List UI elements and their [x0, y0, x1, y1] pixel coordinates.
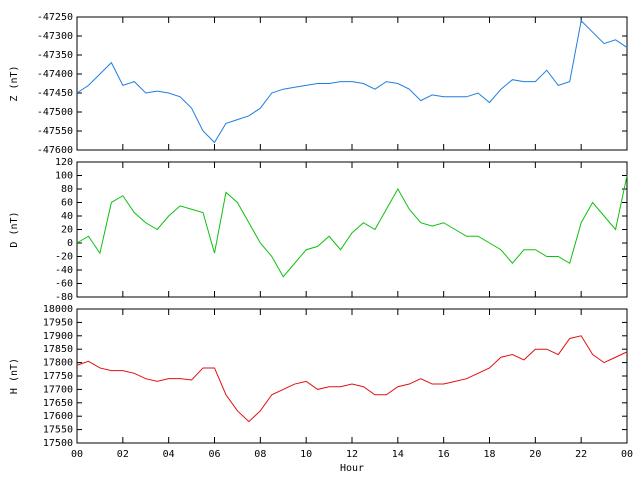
y-tick-label: -47300: [37, 31, 73, 42]
y-tick-label: 18000: [43, 304, 73, 315]
x-tick-label: 22: [575, 449, 587, 460]
y-tick-label: 0: [67, 238, 73, 249]
x-tick-label: 08: [254, 449, 266, 460]
y-tick-label: 60: [61, 198, 73, 209]
y-tick-label: 17900: [43, 331, 73, 342]
y-tick-label: 17950: [43, 317, 73, 328]
y-tick-label: 17600: [43, 411, 73, 422]
y-axis-label: Z (nT): [9, 65, 20, 101]
y-tick-label: -47250: [37, 12, 73, 23]
plot-frame: [76, 16, 628, 151]
y-tick-label: -60: [55, 279, 73, 290]
y-tick-label: -47550: [37, 126, 73, 137]
data-line: [76, 19, 628, 144]
x-tick-label: 18: [483, 449, 495, 460]
y-tick-label: 17750: [43, 371, 73, 382]
y-tick-label: -40: [55, 265, 73, 276]
y-tick-label: -47350: [37, 50, 73, 61]
y-tick-label: 17550: [43, 425, 73, 436]
y-axis-label: H (nT): [9, 358, 20, 394]
x-tick-label: 06: [208, 449, 220, 460]
y-tick-label: 20: [61, 225, 73, 236]
y-tick-label: 120: [55, 157, 73, 168]
x-tick-label: 04: [163, 449, 175, 460]
y-tick-label: 100: [55, 171, 73, 182]
x-tick-label: 20: [529, 449, 541, 460]
x-tick-label: 00: [71, 449, 83, 460]
y-tick-label: 17700: [43, 384, 73, 395]
plot-frame: [76, 161, 628, 298]
data-line: [76, 335, 628, 423]
y-tick-label: 17500: [43, 438, 73, 449]
y-tick-label: 17850: [43, 344, 73, 355]
y-tick-label: 40: [61, 211, 73, 222]
y-tick-label: -80: [55, 292, 73, 303]
x-tick-label: 00: [621, 449, 633, 460]
data-line: [76, 175, 628, 278]
y-axis-label: D (nT): [9, 211, 20, 247]
y-tick-label: -47600: [37, 145, 73, 156]
y-tick-label: 17650: [43, 398, 73, 409]
x-tick-label: 14: [392, 449, 404, 460]
y-tick-label: -47500: [37, 107, 73, 118]
y-tick-label: -20: [55, 252, 73, 263]
x-tick-label: 12: [346, 449, 358, 460]
y-tick-label: -47450: [37, 88, 73, 99]
y-tick-label: -47400: [37, 69, 73, 80]
x-axis-label: Hour: [340, 463, 364, 474]
x-tick-label: 02: [117, 449, 129, 460]
x-tick-label: 16: [438, 449, 450, 460]
x-tick-label: 10: [300, 449, 312, 460]
y-tick-label: 17800: [43, 358, 73, 369]
y-tick-label: 80: [61, 184, 73, 195]
plot-frame: [76, 308, 628, 444]
